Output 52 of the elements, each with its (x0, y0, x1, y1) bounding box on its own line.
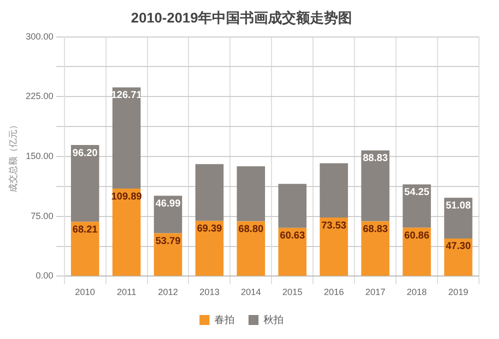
bar (112, 87, 141, 189)
data-label: 53.79 (155, 236, 181, 248)
x-tick-label: 2018 (406, 287, 427, 298)
x-tick-label: 2011 (116, 287, 136, 298)
y-tick-label: 75.00 (30, 210, 54, 221)
data-label: 69.39 (196, 224, 222, 235)
y-tick-label: 300.00 (26, 31, 54, 42)
data-label: 126.71 (111, 90, 142, 102)
legend-label: 春拍 (214, 314, 234, 326)
y-axis-title: 成交总额（亿元） (8, 120, 18, 192)
data-label: 68.80 (238, 224, 264, 236)
bar (320, 218, 348, 276)
data-label: 96.20 (72, 148, 98, 159)
x-tick-label: 2016 (324, 287, 344, 298)
bar (402, 184, 431, 228)
bar (195, 220, 224, 276)
bar (70, 145, 100, 222)
y-tick-label: 225.00 (26, 91, 54, 102)
x-tick-label: 2012 (158, 287, 178, 298)
bar (444, 198, 472, 238)
bar (112, 188, 141, 276)
bar (195, 164, 224, 221)
data-label: 88.83 (362, 153, 388, 164)
data-label: 51.08 (446, 200, 472, 212)
x-tick-label: 2010 (75, 287, 96, 298)
x-tick-label: 2014 (240, 287, 261, 298)
bar (236, 166, 266, 222)
legend-label: 秋拍 (264, 314, 284, 326)
x-tick-label: 2015 (282, 287, 302, 298)
data-label: 47.30 (446, 241, 472, 252)
bar (236, 221, 266, 276)
data-label: 73.53 (321, 220, 347, 232)
bar (320, 163, 348, 218)
bar (444, 238, 472, 276)
chart-title: 2010-2019年中国书画成交额走势图 (131, 9, 352, 26)
x-tick-label: 2017 (365, 287, 386, 298)
data-label: 68.83 (362, 224, 388, 236)
x-tick-label: 2013 (199, 287, 220, 298)
x-tick-label: 2019 (448, 287, 468, 298)
data-label: 60.86 (404, 230, 430, 242)
y-tick-label: 150.00 (26, 150, 54, 161)
data-label: 68.21 (72, 224, 98, 236)
bar (70, 222, 100, 276)
bar (361, 150, 390, 222)
bar (278, 184, 306, 228)
y-tick-label: 0.00 (36, 270, 54, 281)
data-label: 60.63 (280, 230, 306, 242)
bar (278, 228, 306, 276)
data-label: 54.25 (404, 187, 430, 198)
bar (361, 221, 390, 276)
bar (402, 228, 431, 276)
data-label: 46.99 (155, 198, 181, 210)
